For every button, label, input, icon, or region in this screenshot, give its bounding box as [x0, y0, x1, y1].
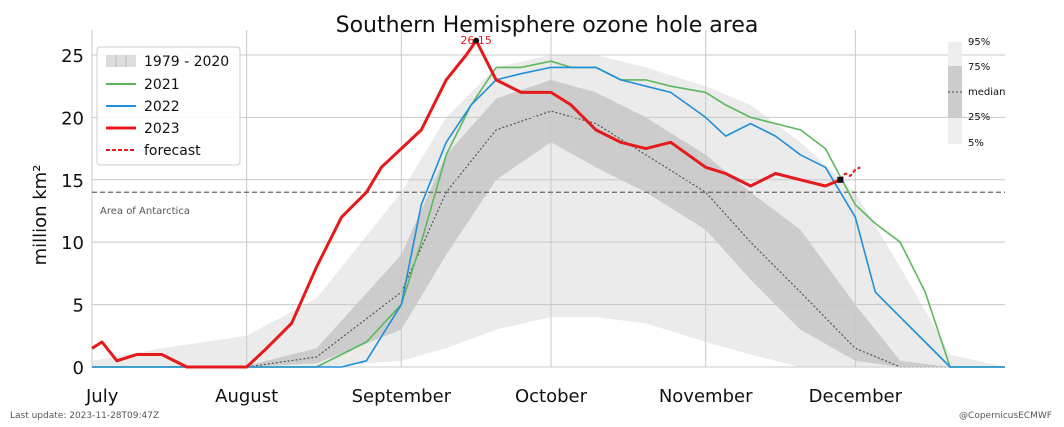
median-line: [92, 110, 1005, 368]
series-line-2023: [91, 39, 841, 369]
credit-text: @CopernicusECMWF: [959, 411, 1052, 421]
legend-label-2021: 2021: [144, 77, 180, 93]
x-tick-label-august: August: [215, 386, 278, 407]
antarctica-label: Area of Antarctica: [100, 206, 190, 217]
legend-entry-2023: 2023: [106, 121, 180, 137]
axes: 0 5 10 15 20 25 July August September October Nove…: [61, 46, 903, 407]
legend-label-2022: 2022: [144, 99, 180, 115]
x-tick-label-november: November: [659, 386, 753, 407]
legend: 1979 - 2020 2021 2022 2023 forecast: [96, 46, 241, 166]
legend-box: [96, 46, 241, 166]
y-tick-label-20: 20: [61, 108, 84, 129]
last-observation-marker: [837, 176, 844, 183]
y-axis-label: million km²: [30, 165, 51, 266]
x-tick-label-september: September: [352, 386, 452, 407]
band-25-75: [92, 79, 1005, 368]
percentile-legend: 95% 75% median 25% 5%: [948, 37, 1006, 149]
x-tick-label-october: October: [515, 386, 588, 407]
legend-entry-forecast: forecast: [106, 143, 201, 159]
x-tick-label-july: July: [85, 386, 119, 407]
series-line-2022: [92, 66, 1005, 368]
series-lines: [91, 37, 1005, 369]
chart-title: Southern Hemisphere ozone hole area: [336, 13, 759, 38]
percentile-label-median: median: [968, 87, 1006, 98]
y-tick-label-5: 5: [73, 296, 84, 317]
series-line-forecast: [839, 166, 861, 181]
legend-label-2023: 2023: [144, 121, 180, 137]
legend-entry-2022: 2022: [106, 99, 180, 115]
peak-annotation-label: 26.15: [460, 34, 492, 47]
percentile-band-inner: [948, 66, 962, 118]
percentile-label-95: 95%: [968, 37, 990, 48]
legend-label-climatology: 1979 - 2020: [144, 54, 229, 70]
percentile-label-25: 25%: [968, 112, 990, 123]
legend-entry-2021: 2021: [106, 77, 180, 93]
y-tick-label-10: 10: [61, 233, 84, 254]
peak-marker: [473, 37, 480, 44]
percentile-label-5: 5%: [968, 138, 984, 149]
last-update-text: Last update: 2023-11-28T09:47Z: [10, 411, 159, 421]
x-tick-label-december: December: [809, 386, 903, 407]
climatology-bands: [92, 55, 1005, 368]
legend-label-forecast: forecast: [144, 143, 201, 159]
legend-entry-climatology: 1979 - 2020: [106, 54, 229, 70]
series-line-2021: [92, 60, 1005, 368]
y-tick-label-15: 15: [61, 171, 84, 192]
percentile-label-75: 75%: [968, 62, 990, 73]
legend-swatch-climatology: [106, 55, 136, 67]
y-tick-label-0: 0: [73, 358, 84, 379]
y-tick-label-25: 25: [61, 46, 84, 67]
